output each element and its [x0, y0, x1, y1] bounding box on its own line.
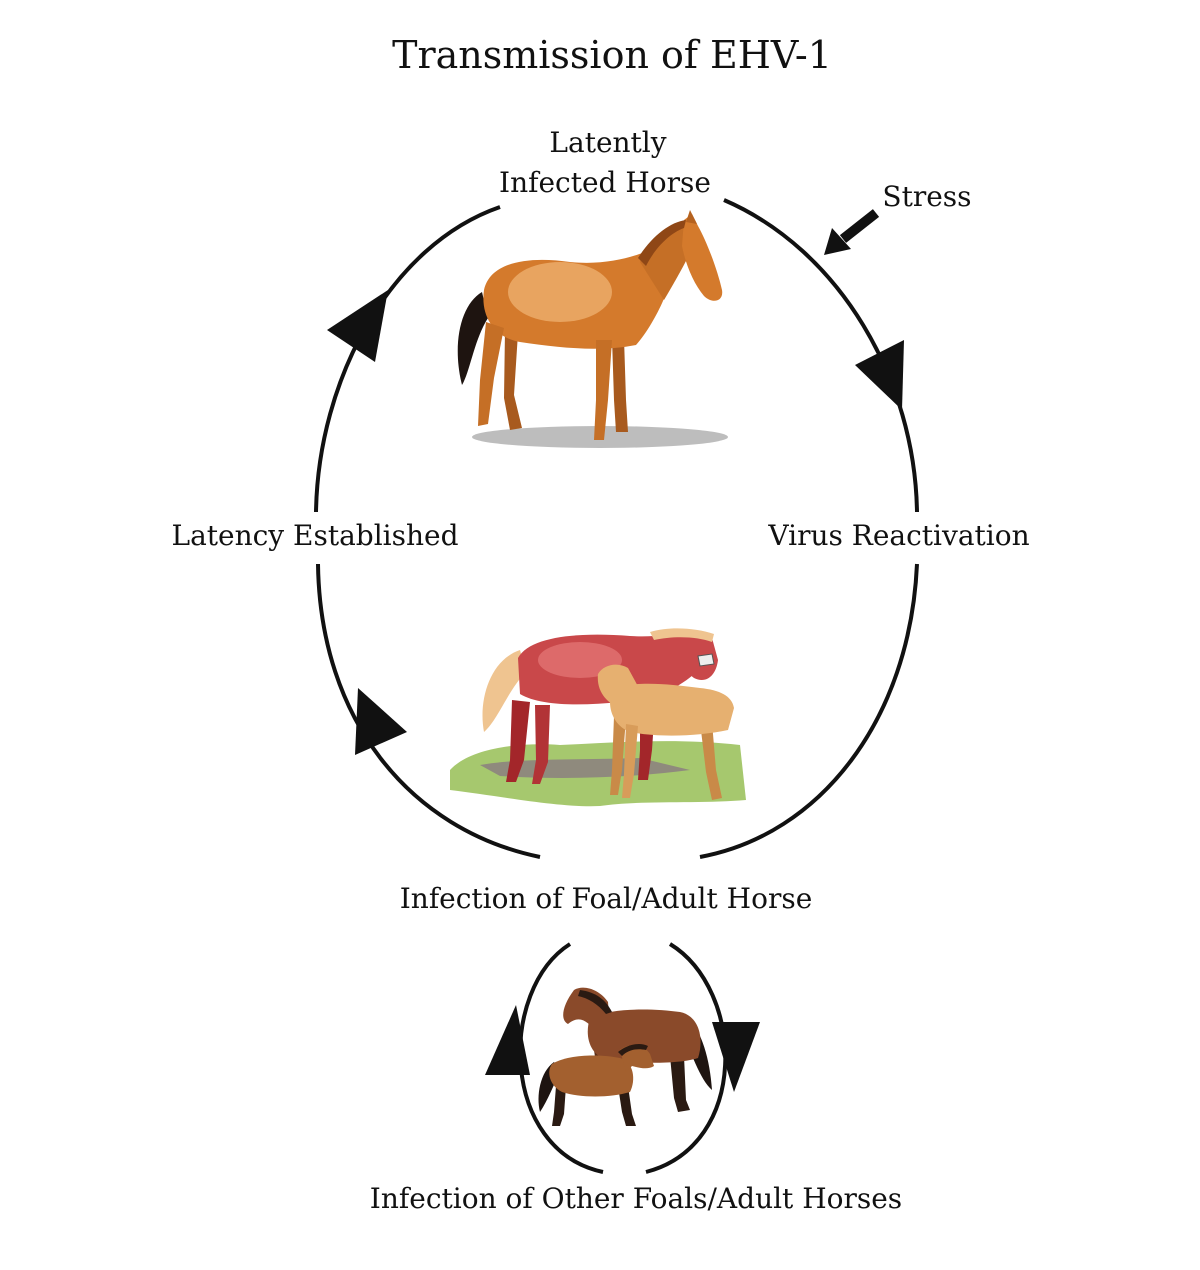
horse-tail [457, 292, 488, 385]
horse-near-leg-front [594, 340, 612, 440]
bay-foal-body [549, 1055, 634, 1097]
stage-label-latently: Latently [549, 126, 666, 159]
stage-label-latency-established: Latency Established [171, 519, 458, 552]
stage-label-infected-horse: Infected Horse [499, 166, 711, 199]
arrowhead-up-left-upper [327, 290, 388, 362]
small-cycle-arrowheads [485, 1005, 760, 1092]
foal-body [610, 683, 734, 736]
mare-head [664, 630, 718, 680]
bay-foal-leg-back [552, 1086, 566, 1126]
stress-arrowhead [824, 228, 851, 255]
arc-latent-to-reactivation [723, 198, 919, 513]
small-arrowhead-up [485, 1005, 530, 1075]
small-arc-right [645, 942, 728, 1174]
mare-leg-back-far [532, 705, 550, 784]
stress-arrow [824, 209, 880, 255]
mare-leg-back [506, 700, 530, 782]
foal-head [597, 664, 640, 708]
horse-near-leg-back [478, 322, 504, 426]
arc-infection-to-latency [316, 563, 541, 859]
arc-latency-to-latent [314, 205, 501, 513]
bay-mare-body [587, 1009, 701, 1063]
bay-mare-leg-back [670, 1056, 690, 1112]
mare-halter [697, 653, 715, 667]
stage-label-virus-reactivation: Virus Reactivation [767, 519, 1029, 552]
foal-leg-back [610, 716, 626, 795]
arc-reactivation-to-infection [699, 563, 919, 859]
bay-foal-head [620, 1045, 654, 1072]
small-arrowhead-down [712, 1022, 760, 1092]
arrowhead-down-right [855, 340, 904, 410]
stress-arrow-shaft [839, 209, 880, 243]
foal-leg-front [700, 722, 722, 800]
horse-mane [638, 220, 686, 266]
mare-tail [482, 650, 526, 732]
mare-body-highlight [538, 642, 622, 678]
bay-foal-leg-front [618, 1086, 636, 1126]
stage-label-infection-foal-adult: Infection of Foal/Adult Horse [400, 882, 813, 915]
arrowhead-up-left-lower [355, 688, 407, 755]
bay-mare-and-foal-icon [538, 987, 712, 1126]
mare-and-foal-icon [450, 628, 746, 807]
diagram-title: Transmission of EHV-1 [392, 33, 832, 77]
bay-mare-mane [578, 990, 612, 1014]
horse-ear [686, 210, 697, 224]
horse-far-leg-front [612, 338, 628, 432]
horse-head [682, 214, 723, 301]
bay-foal-mane [618, 1044, 648, 1056]
horse-body-highlight [508, 262, 612, 322]
foal-leg-near [622, 724, 638, 798]
mare-mane [650, 628, 714, 642]
grass-shadow [480, 758, 690, 778]
main-cycle-arrowheads [327, 290, 904, 755]
standing-chestnut-horse-icon [457, 210, 728, 448]
stage-label-infection-other: Infection of Other Foals/Adult Horses [370, 1182, 902, 1215]
trigger-label-stress: Stress [882, 180, 971, 213]
horse-far-leg-back [504, 330, 522, 430]
